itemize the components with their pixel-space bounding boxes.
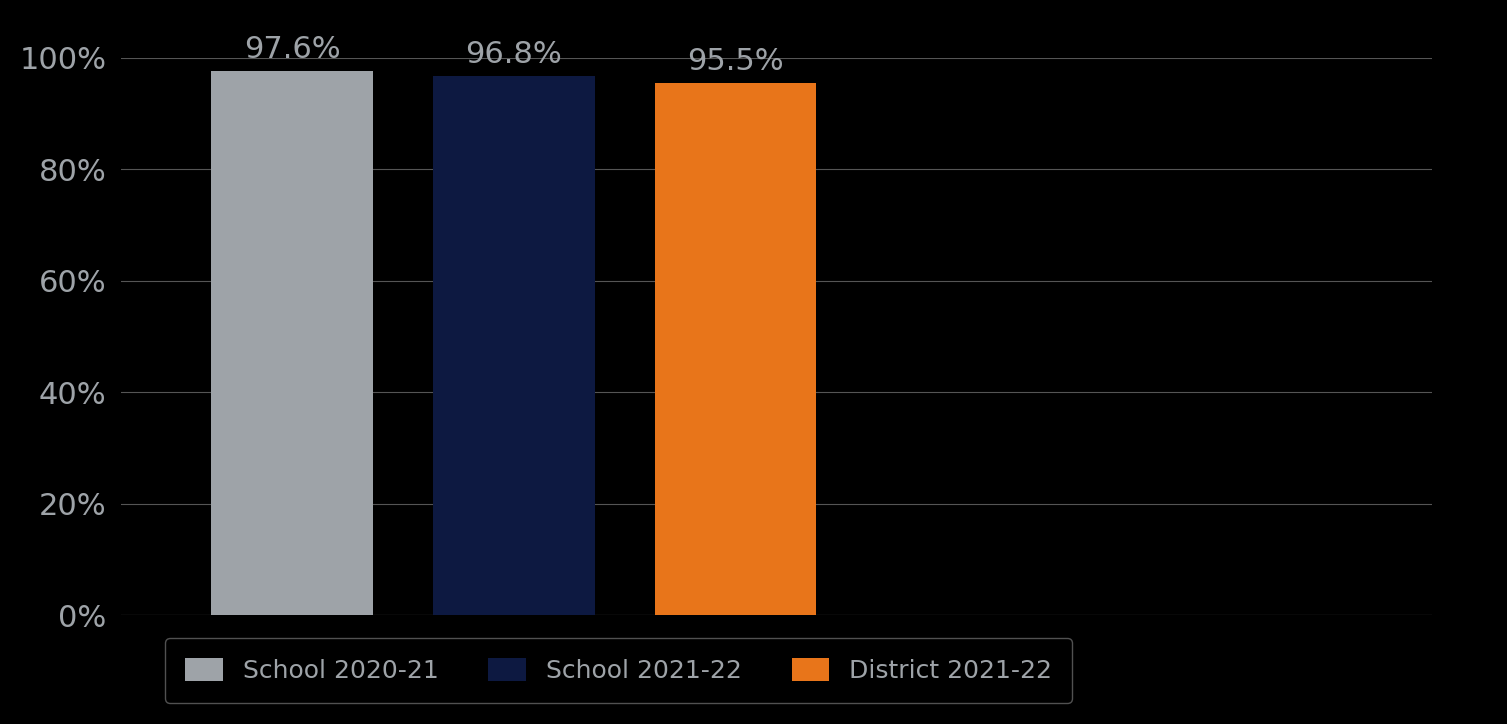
Text: 95.5%: 95.5%: [687, 47, 784, 76]
Text: 96.8%: 96.8%: [466, 40, 562, 69]
Bar: [211, 71, 372, 615]
Bar: [656, 83, 817, 615]
Legend: School 2020-21, School 2021-22, District 2021-22: School 2020-21, School 2021-22, District…: [166, 639, 1073, 703]
Bar: [433, 76, 595, 615]
Text: 97.6%: 97.6%: [244, 35, 341, 64]
